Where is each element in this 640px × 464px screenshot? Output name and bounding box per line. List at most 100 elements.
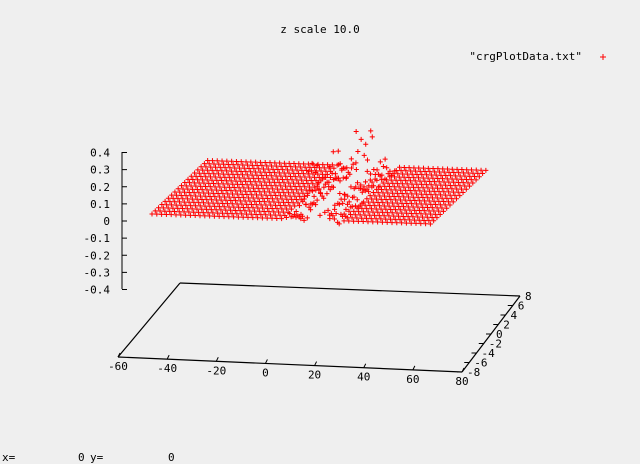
data-point: [465, 180, 471, 186]
data-point: [226, 194, 232, 200]
data-point: [342, 165, 348, 171]
data-point: [260, 176, 266, 182]
data-point: [411, 184, 417, 190]
data-point: [438, 172, 444, 178]
data-point: [431, 188, 437, 194]
data-point: [411, 165, 417, 171]
x-tick-label: -20: [206, 364, 226, 377]
data-point: [406, 165, 412, 171]
data-point: [380, 209, 386, 215]
data-point: [396, 194, 402, 200]
data-point: [238, 188, 244, 194]
data-point: [263, 212, 269, 218]
y-status-value: 0: [168, 451, 175, 464]
legend-marker: [600, 54, 606, 60]
data-point: [406, 174, 412, 180]
data-point: [218, 187, 224, 193]
data-point: [424, 214, 430, 220]
data-point: [462, 173, 468, 179]
data-point: [210, 190, 216, 196]
data-point: [214, 187, 220, 193]
data-point: [401, 164, 407, 170]
data-point: [206, 171, 212, 177]
data-point: [407, 178, 413, 184]
data-point: [291, 161, 297, 167]
data-point: [391, 184, 397, 190]
data-point: [279, 196, 285, 202]
data-point: [224, 201, 230, 207]
data-point: [327, 174, 333, 180]
data-point: [378, 187, 384, 193]
data-point: [195, 209, 201, 215]
data-point: [417, 188, 423, 194]
data-point: [295, 200, 301, 206]
data-point: [293, 164, 299, 170]
data-point: [206, 161, 212, 167]
data-point: [404, 210, 410, 216]
data-point: [427, 221, 433, 227]
data-point: [382, 183, 388, 189]
data-point: [354, 180, 360, 186]
data-point: [250, 195, 256, 201]
data-point: [420, 175, 426, 181]
data-point: [269, 196, 275, 202]
data-point: [364, 168, 370, 174]
data-point: [181, 209, 187, 215]
data-point: [416, 217, 422, 223]
z-tick-label: 0.4: [90, 147, 110, 160]
data-point: [407, 197, 413, 203]
data-point: [183, 183, 189, 189]
data-point: [194, 186, 200, 192]
data-point: [217, 174, 223, 180]
z-tick-label: -0.2: [84, 249, 111, 262]
data-point: [348, 212, 354, 218]
data-point: [336, 201, 342, 207]
data-point: [219, 178, 225, 184]
data-point: [368, 216, 374, 222]
data-point: [300, 180, 306, 186]
data-point: [385, 171, 391, 177]
data-point: [267, 160, 273, 166]
data-point: [433, 182, 439, 188]
data-point: [226, 184, 232, 190]
data-point: [271, 189, 277, 195]
data-point: [449, 166, 455, 172]
data-point: [457, 173, 463, 179]
data-point: [183, 193, 189, 199]
data-point: [275, 176, 281, 182]
data-point: [401, 184, 407, 190]
data-point: [175, 205, 181, 211]
data-point: [235, 214, 241, 220]
data-point: [222, 184, 228, 190]
data-point: [434, 215, 440, 221]
data-point: [205, 210, 211, 216]
data-point: [229, 158, 235, 164]
x-tick-label: -40: [157, 362, 177, 375]
data-point: [327, 212, 333, 218]
data-point: [359, 205, 365, 211]
data-point: [436, 208, 442, 214]
data-point: [243, 159, 249, 165]
data-point: [389, 200, 395, 206]
data-point: [201, 190, 207, 196]
data-point: [388, 197, 394, 203]
data-point: [230, 171, 236, 177]
data-point: [362, 188, 368, 194]
data-point: [347, 171, 353, 177]
data-point: [255, 205, 261, 211]
data-point: [464, 167, 470, 173]
data-point: [203, 174, 209, 180]
data-point: [216, 204, 222, 210]
data-point: [478, 167, 484, 173]
data-point: [221, 214, 227, 220]
data-point: [172, 189, 178, 195]
data-point: [314, 163, 320, 169]
data-point: [194, 206, 200, 212]
data-point: [193, 173, 199, 179]
data-point: [246, 185, 252, 191]
data-point: [444, 176, 450, 182]
data-point: [406, 194, 412, 200]
data-point: [411, 175, 417, 181]
data-point: [262, 189, 268, 195]
data-point: [330, 149, 336, 155]
